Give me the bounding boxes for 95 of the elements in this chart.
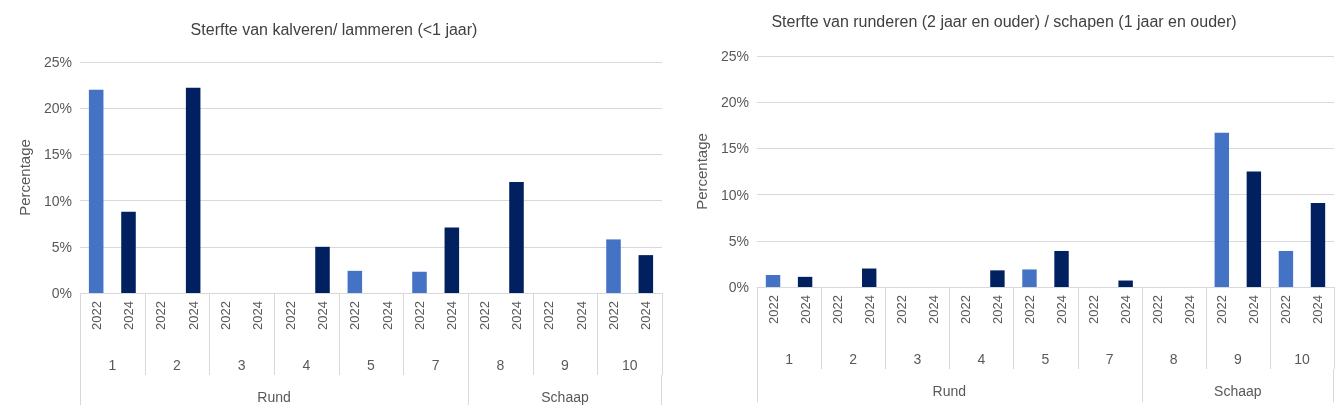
x-tick-label: 2024 bbox=[573, 301, 589, 330]
text: 8 bbox=[1169, 351, 1178, 367]
bar bbox=[1246, 171, 1262, 287]
text: 2 bbox=[173, 357, 182, 373]
x-tick-label: 2022 bbox=[1021, 295, 1037, 324]
bar bbox=[1310, 202, 1326, 287]
y-tick-label: 5% bbox=[51, 238, 72, 255]
x-tick-label: 2022 bbox=[957, 295, 973, 324]
chart-title: Sterfte van kalveren/ lammeren (<1 jaar) bbox=[190, 20, 478, 38]
y-axis-title: Percentage bbox=[693, 133, 710, 210]
x-tick-label: 2022 bbox=[1086, 295, 1102, 324]
x-tick-label: 2022 bbox=[88, 301, 104, 330]
text: 8 bbox=[496, 357, 505, 373]
y-tick-label: 20% bbox=[720, 94, 749, 111]
y-tick-label: 10% bbox=[720, 186, 749, 203]
x-tick-label: 2022 bbox=[153, 301, 169, 330]
y-tick-label: 5% bbox=[728, 232, 749, 249]
y-tick-label: 15% bbox=[43, 146, 72, 163]
text: 9 bbox=[561, 357, 570, 373]
text: 1 bbox=[108, 357, 117, 373]
x-tick-label: 2022 bbox=[1214, 295, 1230, 324]
text: 2 bbox=[849, 351, 858, 367]
x-tick-label: 2024 bbox=[250, 301, 266, 330]
bar bbox=[861, 268, 877, 287]
text: 10 bbox=[1294, 351, 1310, 367]
text: 5 bbox=[1041, 351, 1050, 367]
bar bbox=[1214, 132, 1230, 287]
y-tick-label: 0% bbox=[728, 279, 749, 295]
bar bbox=[1022, 269, 1037, 287]
text: 4 bbox=[302, 357, 311, 373]
text: 5 bbox=[367, 357, 376, 373]
x-tick-label: 2022 bbox=[893, 295, 909, 324]
x-tick-label: 2024 bbox=[638, 301, 654, 330]
text: 1 bbox=[785, 351, 794, 367]
text: Rund bbox=[932, 383, 967, 399]
y-tick-label: 15% bbox=[720, 140, 749, 157]
x-tick-label: 2024 bbox=[185, 301, 201, 330]
x-tick-label: 2022 bbox=[347, 301, 363, 330]
text: 7 bbox=[431, 357, 440, 373]
y-axis-title: Percentage bbox=[16, 139, 33, 216]
x-tick-label: 2024 bbox=[444, 301, 460, 330]
text: Rund bbox=[257, 389, 291, 405]
y-tick-label: 25% bbox=[43, 54, 72, 70]
y-tick-label: 10% bbox=[43, 192, 72, 209]
x-tick-label: 2024 bbox=[925, 295, 941, 324]
chart-title: Sterfte van runderen (2 jaar en ouder) / schapen (1 jaar en ouder) bbox=[771, 12, 1237, 30]
text: 3 bbox=[913, 351, 922, 367]
x-tick-label: 2024 bbox=[797, 295, 813, 324]
x-tick-label: 2022 bbox=[1278, 295, 1294, 324]
text: Schaap bbox=[541, 389, 589, 405]
x-tick-label: 2024 bbox=[1054, 295, 1070, 324]
text: 9 bbox=[1233, 351, 1242, 367]
bar bbox=[1278, 250, 1294, 287]
bar bbox=[412, 271, 427, 293]
x-tick-label: 2024 bbox=[1310, 295, 1326, 324]
bar bbox=[1118, 280, 1133, 287]
text: Schaap bbox=[1214, 383, 1262, 399]
x-tick-label: 2022 bbox=[606, 301, 621, 330]
x-tick-label: 2022 bbox=[282, 301, 298, 330]
x-tick-label: 2022 bbox=[412, 301, 427, 330]
text: 4 bbox=[977, 351, 986, 367]
x-tick-label: 2024 bbox=[121, 301, 136, 330]
x-tick-label: 2022 bbox=[218, 301, 233, 330]
bar bbox=[509, 182, 524, 293]
x-tick-label: 2022 bbox=[476, 301, 492, 330]
bar bbox=[990, 270, 1005, 287]
x-tick-label: 2024 bbox=[379, 301, 395, 330]
bar bbox=[121, 211, 136, 293]
y-tick-label: 20% bbox=[43, 100, 72, 117]
x-tick-label: 2024 bbox=[989, 295, 1005, 324]
x-tick-label: 2022 bbox=[765, 295, 781, 324]
bar bbox=[444, 227, 460, 293]
bar bbox=[185, 87, 201, 293]
bar bbox=[1054, 250, 1069, 287]
bar bbox=[88, 89, 104, 293]
bar bbox=[765, 274, 781, 287]
x-tick-label: 2022 bbox=[1150, 295, 1166, 324]
text: 10 bbox=[621, 357, 638, 373]
text: 7 bbox=[1105, 351, 1114, 367]
text: 3 bbox=[237, 357, 246, 373]
x-tick-label: 2022 bbox=[829, 295, 845, 324]
bar bbox=[797, 276, 813, 287]
bar bbox=[315, 246, 330, 293]
x-tick-label: 2024 bbox=[1118, 295, 1134, 324]
x-tick-label: 2024 bbox=[861, 295, 877, 324]
bar bbox=[606, 239, 621, 293]
bar bbox=[347, 270, 363, 293]
x-tick-label: 2024 bbox=[315, 301, 330, 330]
bar bbox=[638, 255, 654, 293]
x-tick-label: 2024 bbox=[1246, 295, 1262, 324]
y-tick-label: 25% bbox=[720, 48, 749, 64]
y-tick-label: 0% bbox=[51, 285, 72, 301]
x-tick-label: 2024 bbox=[1182, 295, 1198, 324]
x-tick-label: 2024 bbox=[509, 301, 524, 330]
x-tick-label: 2022 bbox=[541, 301, 557, 330]
